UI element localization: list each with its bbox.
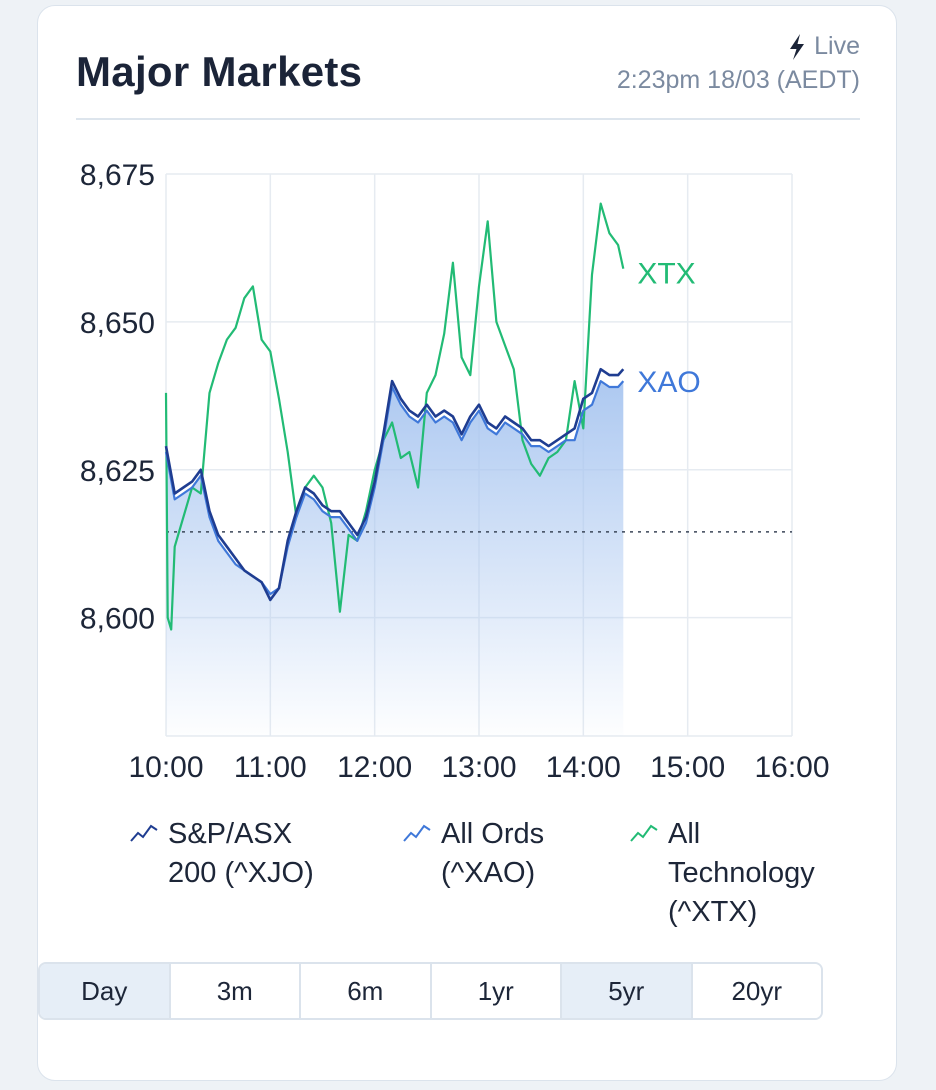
live-indicator: Live	[788, 32, 860, 61]
legend-item-xao[interactable]: All Ords (^XAO)	[403, 815, 544, 893]
legend-label-xao: All Ords (^XAO)	[441, 818, 545, 889]
range-button-1yr[interactable]: 1yr	[431, 964, 562, 1018]
x-tick-label: 15:00	[650, 751, 725, 784]
y-tick-label: 8,625	[80, 455, 155, 488]
range-button-20yr[interactable]: 20yr	[692, 964, 821, 1018]
live-label: Live	[814, 32, 860, 60]
xao-area-fill	[166, 381, 624, 736]
legend-label-xtx: All Technology (^XTX)	[668, 818, 815, 928]
x-tick-label: 11:00	[234, 751, 307, 784]
legend-item-xjo[interactable]: S&P/ASX 200 (^XJO)	[130, 815, 314, 893]
y-tick-label: 8,600	[80, 603, 155, 636]
x-tick-label: 12:00	[337, 751, 412, 784]
market-line-chart: XTX XAO 8,675 8,650 8,625 8,600 10:00 11:00 12:0…	[80, 159, 830, 784]
x-tick-label: 16:00	[754, 751, 829, 784]
series-end-label-xtx: XTX	[637, 258, 695, 291]
time-range-selector: Day 3m 6m 1yr 5yr 20yr	[38, 962, 823, 1020]
line-trend-icon	[130, 824, 158, 842]
line-trend-icon	[403, 824, 431, 842]
card-title: Major Markets	[76, 48, 363, 95]
range-button-5yr[interactable]: 5yr	[562, 964, 693, 1018]
x-tick-label: 14:00	[546, 751, 621, 784]
series-line-xtx	[164, 202, 625, 631]
range-button-3m[interactable]: 3m	[170, 964, 301, 1018]
header-divider	[76, 118, 860, 120]
range-button-6m[interactable]: 6m	[301, 964, 432, 1018]
y-tick-label: 8,650	[80, 307, 155, 340]
line-trend-icon	[630, 824, 658, 842]
y-tick-label: 8,675	[80, 159, 155, 192]
lightning-bolt-icon	[790, 33, 805, 60]
range-button-day[interactable]: Day	[40, 964, 171, 1018]
timestamp: 2:23pm 18/03 (AEDT)	[616, 66, 860, 94]
x-tick-label: 10:00	[128, 751, 203, 784]
legend-item-xtx[interactable]: All Technology (^XTX)	[630, 815, 815, 932]
legend-label-xjo: S&P/ASX 200 (^XJO)	[168, 818, 314, 889]
x-tick-label: 13:00	[441, 751, 516, 784]
series-end-label-xao: XAO	[637, 366, 700, 399]
series-line-xjo	[164, 367, 625, 602]
